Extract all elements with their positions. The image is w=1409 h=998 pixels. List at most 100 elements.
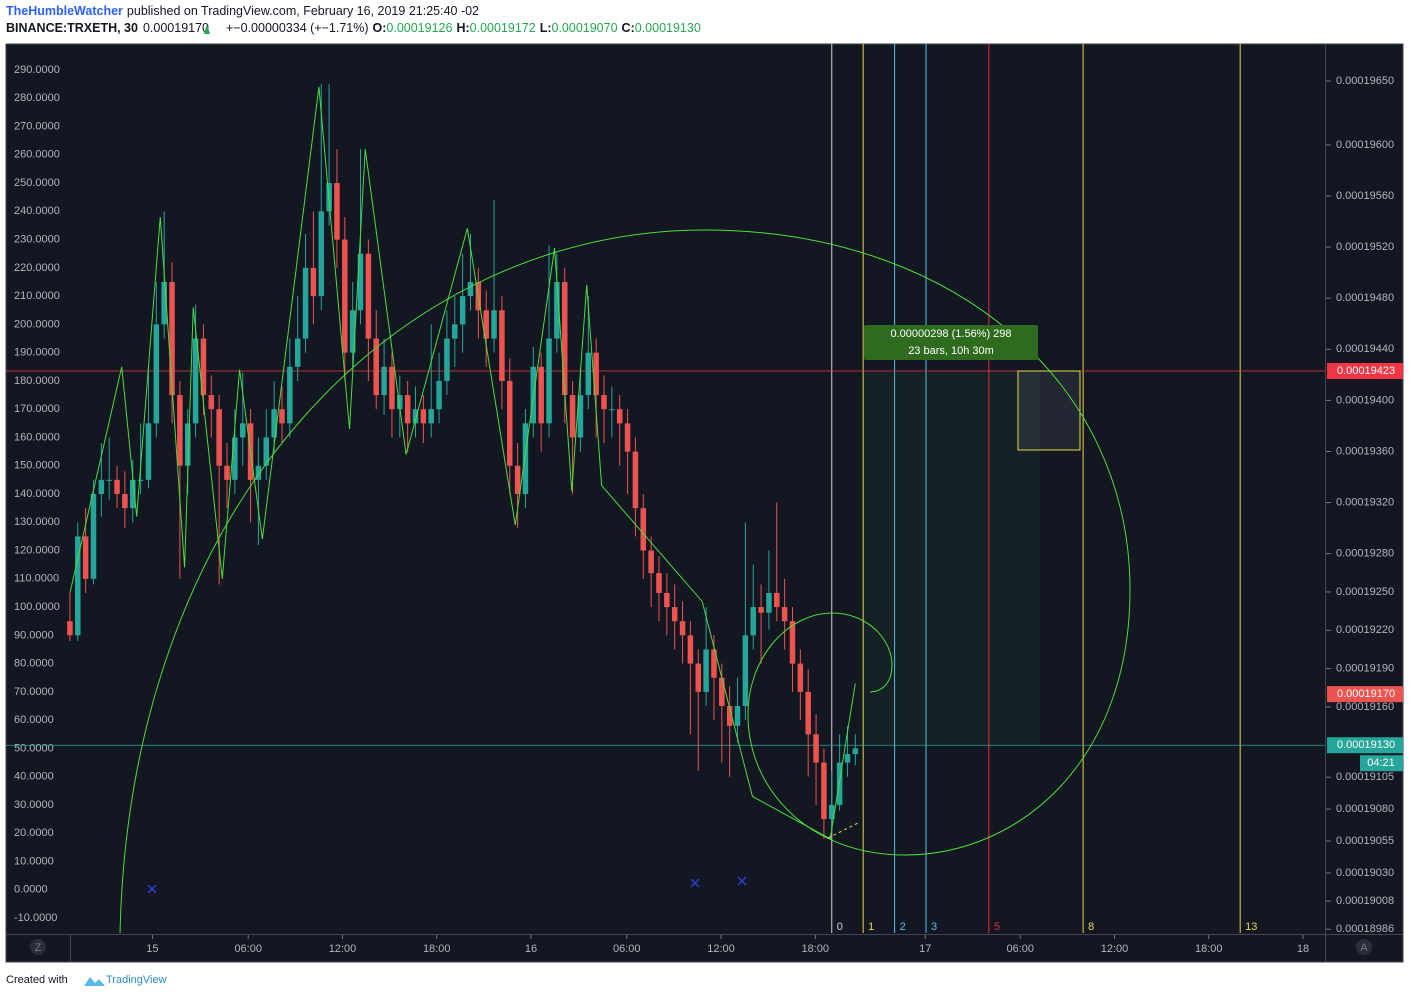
measure-label: 23 bars, 10h 30m: [908, 345, 994, 357]
candle-body: [381, 366, 387, 396]
y-tick-label: 280.0000: [14, 92, 60, 104]
candle-body: [271, 409, 277, 438]
candle-body: [412, 409, 419, 424]
candle-body: [719, 677, 725, 707]
candle-body: [774, 592, 780, 608]
x-tick-label: 18: [1297, 943, 1309, 955]
y2-tick-label: 0.00019055: [1336, 835, 1394, 847]
zigzag: [69, 86, 856, 840]
y-tick-label: 100.0000: [14, 601, 60, 613]
x-tick-label: 06:00: [234, 943, 262, 955]
axis-button-label[interactable]: Z: [35, 942, 42, 954]
candle-body: [404, 395, 411, 424]
y-tick-label: 210.0000: [14, 290, 60, 302]
candle-body: [648, 550, 654, 574]
candle-body: [750, 607, 756, 636]
candle-body: [302, 267, 309, 339]
axis-button-label[interactable]: A: [1360, 942, 1368, 954]
candle-body: [797, 663, 804, 692]
candle-body: [483, 310, 489, 339]
y-tick-label: -10.0000: [14, 912, 57, 924]
candle-body: [522, 423, 529, 495]
footer-text: Created with: [6, 974, 68, 986]
y2-tick-label: 0.00019360: [1336, 445, 1394, 457]
chart-frame: [5, 43, 1404, 963]
x-tick-label: 18:00: [1195, 943, 1223, 955]
time-zone-label: 8: [1088, 921, 1094, 933]
candle-body: [805, 691, 811, 735]
candle-body: [224, 465, 230, 480]
open: 0.00019126: [386, 21, 452, 35]
y-tick-label: 240.0000: [14, 205, 60, 217]
y2-tick-label: 0.00019440: [1336, 343, 1394, 355]
time-zone-label: 5: [994, 921, 1000, 933]
footer-brand[interactable]: TradingView: [106, 974, 167, 986]
y-tick-label: 110.0000: [14, 573, 59, 585]
candle-body: [184, 423, 191, 466]
y2-tick-label: 0.00019250: [1336, 586, 1394, 598]
measure-area: [861, 371, 1040, 745]
symbol-line: BINANCE:TRXETH, 30 0.00019170 +−0.00000334…: [6, 21, 701, 35]
candle-body: [514, 465, 521, 495]
candle-body: [428, 409, 434, 424]
candle-body: [664, 592, 670, 608]
candle-body: [208, 395, 215, 410]
x-marker: [690, 878, 700, 888]
candle-body: [287, 366, 293, 424]
x-marker: [737, 876, 747, 886]
y-tick-label: 0.0000: [14, 884, 48, 896]
candle-body: [389, 366, 395, 410]
axis-button[interactable]: [30, 939, 46, 955]
y2-tick-label: 0.00019280: [1336, 548, 1394, 560]
y2-tick-label: 0.00019400: [1336, 394, 1394, 406]
candle-body: [687, 635, 694, 664]
candle-body: [632, 451, 639, 509]
y2-tick-label: 0.00019030: [1336, 867, 1394, 879]
candle-body: [232, 437, 238, 480]
y-tick-label: 120.0000: [14, 544, 60, 556]
y-tick-label: 70.0000: [14, 686, 54, 698]
candle-body: [538, 366, 544, 424]
candle-body: [601, 395, 607, 410]
y-tick-label: 90.0000: [14, 629, 54, 641]
candle-body: [397, 395, 403, 410]
price-badge-label: 0.00019170: [1337, 688, 1395, 700]
projection-box: [1017, 370, 1081, 451]
candle-body: [342, 239, 348, 353]
x-marker: [147, 884, 157, 894]
candle-body: [153, 324, 160, 424]
y2-tick-label: 0.00019560: [1336, 190, 1394, 202]
x-tick-label: 12:00: [707, 943, 735, 955]
candle-body: [365, 253, 372, 339]
candle-body: [499, 310, 505, 381]
candle-body: [554, 282, 560, 339]
y-tick-label: 230.0000: [14, 234, 60, 246]
candle-body: [467, 282, 474, 297]
candle-body: [585, 352, 592, 396]
y-tick-label: 20.0000: [14, 827, 54, 839]
y2-tick-label: 0.00019220: [1336, 624, 1394, 636]
time-zone-label: 0: [837, 921, 843, 933]
close: 0.00019130: [635, 21, 701, 35]
candle-body: [703, 649, 709, 692]
candle-body: [192, 338, 199, 424]
candle-body: [852, 748, 859, 755]
high-label: H:: [456, 21, 469, 35]
header-line: TheHumbleWatcher published on TradingView…: [6, 4, 479, 18]
candle-body: [137, 479, 144, 481]
candle-body: [459, 296, 466, 325]
candle-body: [98, 479, 105, 495]
candle-body: [349, 310, 356, 353]
y-tick-label: 150.0000: [14, 460, 60, 472]
candle-body: [656, 573, 662, 593]
axis-button[interactable]: [1356, 939, 1372, 955]
y-tick-label: 270.0000: [14, 120, 60, 132]
y-tick-label: 180.0000: [14, 375, 60, 387]
candle-body: [90, 494, 97, 579]
last: 0.00019170: [143, 21, 209, 35]
y-tick-label: 200.0000: [14, 318, 60, 330]
y-tick-label: 80.0000: [14, 658, 54, 670]
author[interactable]: TheHumbleWatcher: [6, 4, 123, 18]
fib-spiral: [119, 229, 1131, 934]
candle-body: [616, 409, 623, 424]
